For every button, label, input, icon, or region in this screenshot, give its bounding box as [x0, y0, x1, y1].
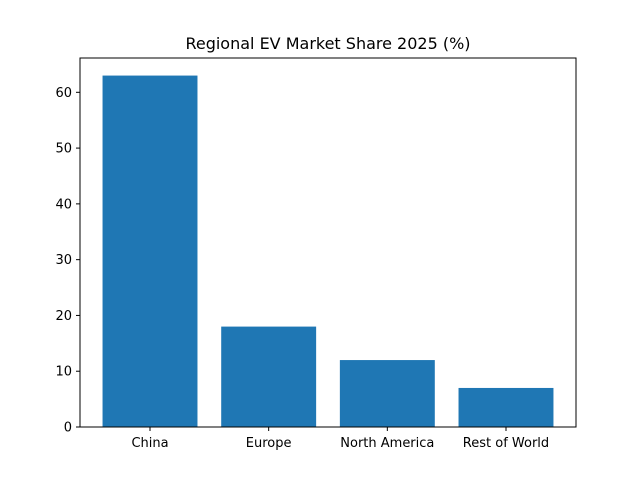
y-tick-label: 0: [64, 421, 72, 436]
x-tick-label: North America: [340, 436, 434, 451]
y-tick-label: 60: [55, 86, 72, 101]
y-tick-label: 30: [55, 253, 72, 268]
y-tick-label: 10: [55, 365, 72, 380]
x-axis: China Europe North America Rest of World: [131, 427, 549, 451]
y-tick-label: 40: [55, 197, 72, 212]
bars-group: [102, 75, 554, 428]
x-tick-label: China: [131, 436, 168, 451]
bar-europe: [221, 326, 317, 427]
y-tick-label: 50: [55, 142, 72, 157]
plot-frame: [79, 57, 577, 428]
bar-china: [102, 75, 198, 428]
x-tick-label: Europe: [246, 436, 292, 451]
bar-north-america: [339, 360, 435, 427]
y-axis: 0 10 20 30 40 50 60: [55, 86, 80, 436]
chart-title: Regional EV Market Share 2025 (%): [185, 34, 470, 53]
bar-rest-of-world: [458, 387, 554, 427]
x-tick-label: Rest of World: [463, 436, 549, 451]
y-tick-label: 20: [55, 309, 72, 324]
